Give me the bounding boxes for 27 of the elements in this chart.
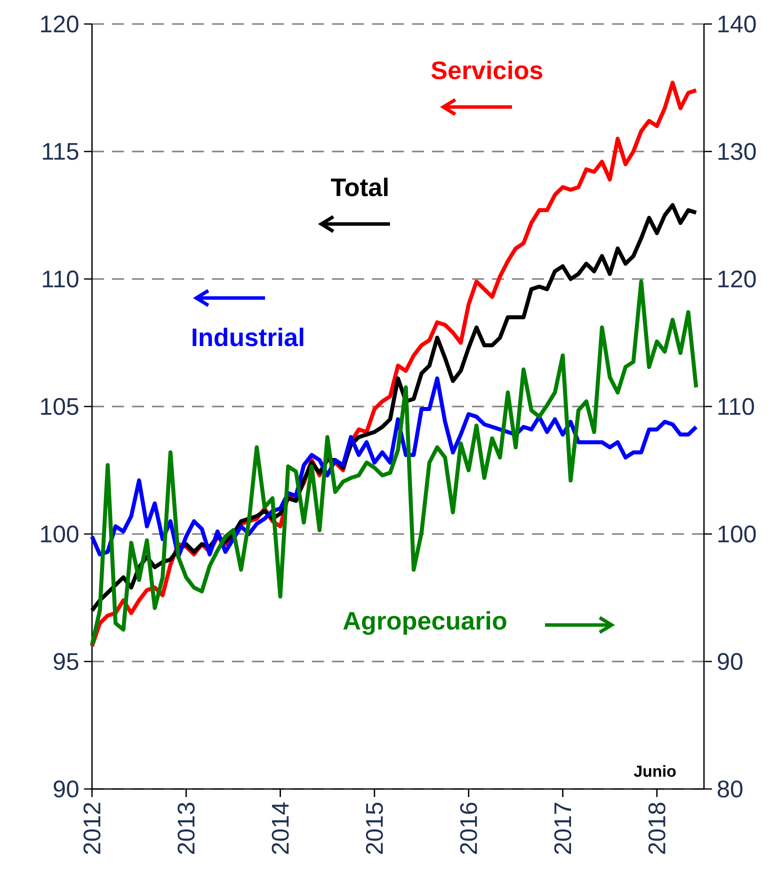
y-tick-label: 110 [42, 270, 78, 288]
line-series [90, 280, 698, 647]
y-tick-label: 120 [41, 16, 78, 32]
y2-tick-label: 90 [718, 652, 742, 670]
text: Industrial [192, 328, 304, 346]
x-tick-label: 2018 [648, 802, 666, 854]
y-tick-label: 95 [54, 652, 78, 670]
x-tick-label: 2012 [83, 802, 100, 854]
y2-tick-label: 110 [718, 398, 754, 415]
text: Servicios [431, 60, 542, 80]
y-tick-label: 100 [41, 525, 78, 542]
x-tick-label: 2017 [554, 802, 572, 854]
x-tick-label: 2015 [366, 802, 383, 854]
legend-label: Agropecuario [343, 611, 506, 635]
y2-tick-label: 100 [718, 525, 756, 542]
y2-tick-label: 130 [718, 143, 756, 160]
y2-tick-label: 80 [718, 780, 742, 798]
x-tick-label: 2014 [272, 802, 289, 854]
y-tick-label: 115 [42, 143, 78, 160]
x-tick-label: 2016 [460, 802, 478, 854]
y2-tick-label: 120 [718, 270, 756, 288]
y2-tick-label: 140 [718, 16, 756, 33]
y-tick-label: 90 [54, 780, 78, 798]
y-tick-label: 105 [41, 398, 78, 415]
text: Total [330, 178, 388, 196]
annotation: Junio [634, 765, 676, 777]
x-tick-label: 2013 [178, 802, 195, 854]
